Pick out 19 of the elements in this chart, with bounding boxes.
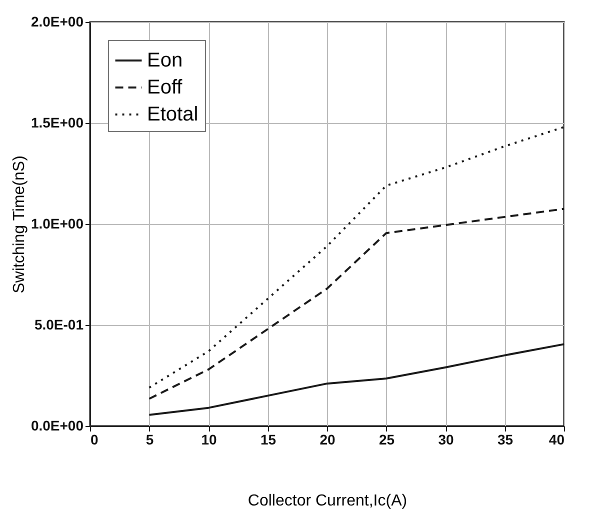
x-tick-label: 0 bbox=[90, 432, 98, 448]
y-tick-label: 1.5E+00 bbox=[30, 114, 84, 130]
y-tick-label: 1.0E+00 bbox=[30, 216, 84, 232]
legend-label: Eon bbox=[147, 50, 183, 72]
x-axis-title: Collector Current,Ic(A) bbox=[248, 492, 408, 510]
y-tick-label: 0.0E+00 bbox=[30, 418, 84, 434]
x-tick-label: 30 bbox=[438, 432, 454, 448]
x-tick-label: 40 bbox=[548, 432, 565, 448]
legend-label: Eoff bbox=[147, 76, 183, 98]
x-tick-label: 35 bbox=[497, 432, 514, 448]
x-tick-label: 25 bbox=[378, 432, 395, 448]
x-tick-label: 20 bbox=[320, 432, 336, 448]
y-tick-label: 5.0E-01 bbox=[34, 316, 84, 332]
x-tick-label: 5 bbox=[146, 432, 154, 448]
y-tick-label: 2.0E+00 bbox=[30, 14, 84, 30]
legend-label: Etotal bbox=[147, 104, 198, 126]
x-tick-label: 10 bbox=[201, 432, 217, 448]
x-tick-label: 15 bbox=[260, 432, 276, 448]
y-axis-title: Switching Time(nS) bbox=[10, 156, 28, 294]
